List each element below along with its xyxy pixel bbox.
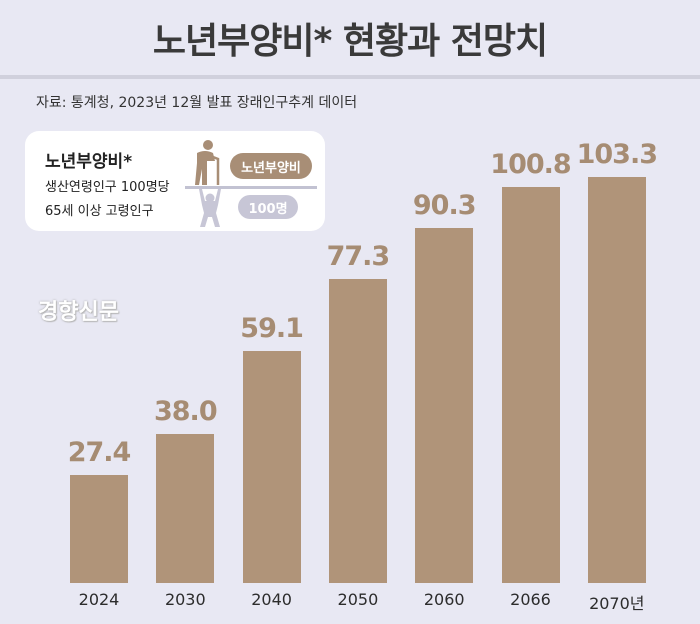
legend-card: 노년부양비* 생산연령인구 100명당 65세 이상 고령인구 노년부양비 10… [25, 131, 325, 231]
x-axis-label: 2040 [251, 590, 292, 609]
bar-4 [415, 228, 474, 583]
x-axis-label: 2070년 [589, 594, 645, 613]
bar-6 [587, 177, 646, 583]
bar-1 [156, 433, 215, 583]
x-axis-label: 2030 [164, 590, 206, 609]
value-label: 59.1 [240, 312, 304, 344]
bar-3 [328, 279, 387, 583]
bar-0 [70, 475, 128, 583]
bar-5 [501, 186, 560, 583]
legend-divider [185, 186, 317, 189]
value-label: 38.0 [153, 395, 218, 427]
worker-lifting-icon [199, 189, 221, 227]
x-axis-label: 2050 [337, 590, 379, 609]
x-axis-label: 2024 [78, 590, 120, 609]
watermark: 경향신문 [38, 300, 119, 325]
value-label: 100.8 [490, 148, 571, 180]
value-label: 27.4 [67, 437, 132, 469]
value-label: 77.3 [326, 241, 391, 273]
x-axis-label: 2060 [423, 590, 465, 609]
pill-dependency-ratio: 노년부양비 [230, 153, 312, 179]
title-band: 노년부양비* 현황과 전망치 [0, 0, 700, 79]
source-note: 자료: 통계청, 2023년 12월 발표 장래인구추계 데이터 [36, 95, 358, 111]
legend-line-1: 생산연령인구 100명당 [45, 180, 170, 195]
elderly-person-icon [195, 140, 220, 185]
pill-100-people: 100명 [238, 195, 298, 219]
legend-line-2: 65세 이상 고령인구 [45, 204, 154, 219]
value-label: 103.3 [576, 139, 658, 171]
value-label: 90.3 [412, 190, 477, 222]
x-axis-label: 2066 [510, 590, 551, 609]
page-title: 노년부양비* 현황과 전망치 [152, 20, 548, 62]
bar-2 [242, 350, 301, 583]
legend-title: 노년부양비* [45, 152, 133, 172]
